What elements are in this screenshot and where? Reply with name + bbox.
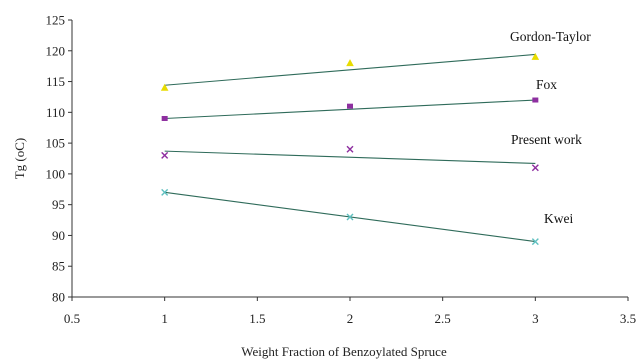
data-point-s1-p1 (347, 103, 353, 109)
data-point-s2-p1 (346, 145, 354, 153)
y-tick-label: 110 (46, 105, 65, 120)
y-tick-label: 105 (46, 136, 66, 151)
x-axis-title: Weight Fraction of Benzoylated Spruce (241, 344, 447, 359)
data-point-s2-p2 (531, 164, 539, 172)
series-labels: Gordon-Taylor Fox Present work Kwei (510, 29, 591, 226)
x-tick-label: 3.5 (620, 311, 636, 326)
series-label-3: Kwei (544, 211, 573, 226)
x-tick-label: 0.5 (64, 311, 80, 326)
y-tick-label: 85 (52, 259, 65, 274)
x-tick-label: 2.5 (435, 311, 451, 326)
y-tick-label: 115 (46, 74, 65, 89)
y-tick-label: 95 (52, 197, 65, 212)
y-tick-label: 125 (46, 13, 66, 28)
x-tick-label: 1.5 (249, 311, 265, 326)
data-point-s0-p0 (160, 83, 169, 91)
data-point-s1-p2 (532, 97, 539, 103)
data-point-s0-p1 (346, 59, 354, 67)
y-tick-label: 120 (46, 43, 66, 58)
x-tick-label: 1 (161, 311, 168, 326)
data-point-s3-p1 (346, 213, 354, 221)
data-point-s2-p0 (161, 151, 169, 159)
fit-line-1 (164, 99, 536, 120)
fit-lines (164, 53, 536, 243)
y-axis-title: Tg (oC) (12, 138, 27, 180)
y-tick-label: 90 (52, 228, 65, 243)
series-label-0: Gordon-Taylor (510, 29, 591, 44)
x-tick-label: 2 (347, 311, 354, 326)
fit-line-2 (164, 150, 536, 164)
series-label-2: Present work (511, 132, 582, 147)
y-axis-ticks: 80 85 90 95 100 105 110 115 120 125 (46, 13, 72, 305)
y-tick-label: 80 (52, 290, 65, 305)
series-label-1: Fox (536, 77, 557, 92)
y-tick-label: 100 (46, 166, 66, 181)
x-tick-label: 3 (532, 311, 539, 326)
fit-line-0 (164, 53, 536, 86)
data-point-s3-p0 (161, 188, 169, 196)
data-markers (160, 52, 540, 246)
data-point-s3-p2 (531, 238, 539, 246)
x-axis-ticks: 0.5 1 1.5 2 2.5 3 3.5 (64, 297, 636, 326)
data-point-s0-p2 (531, 52, 540, 60)
data-point-s1-p0 (161, 115, 168, 121)
